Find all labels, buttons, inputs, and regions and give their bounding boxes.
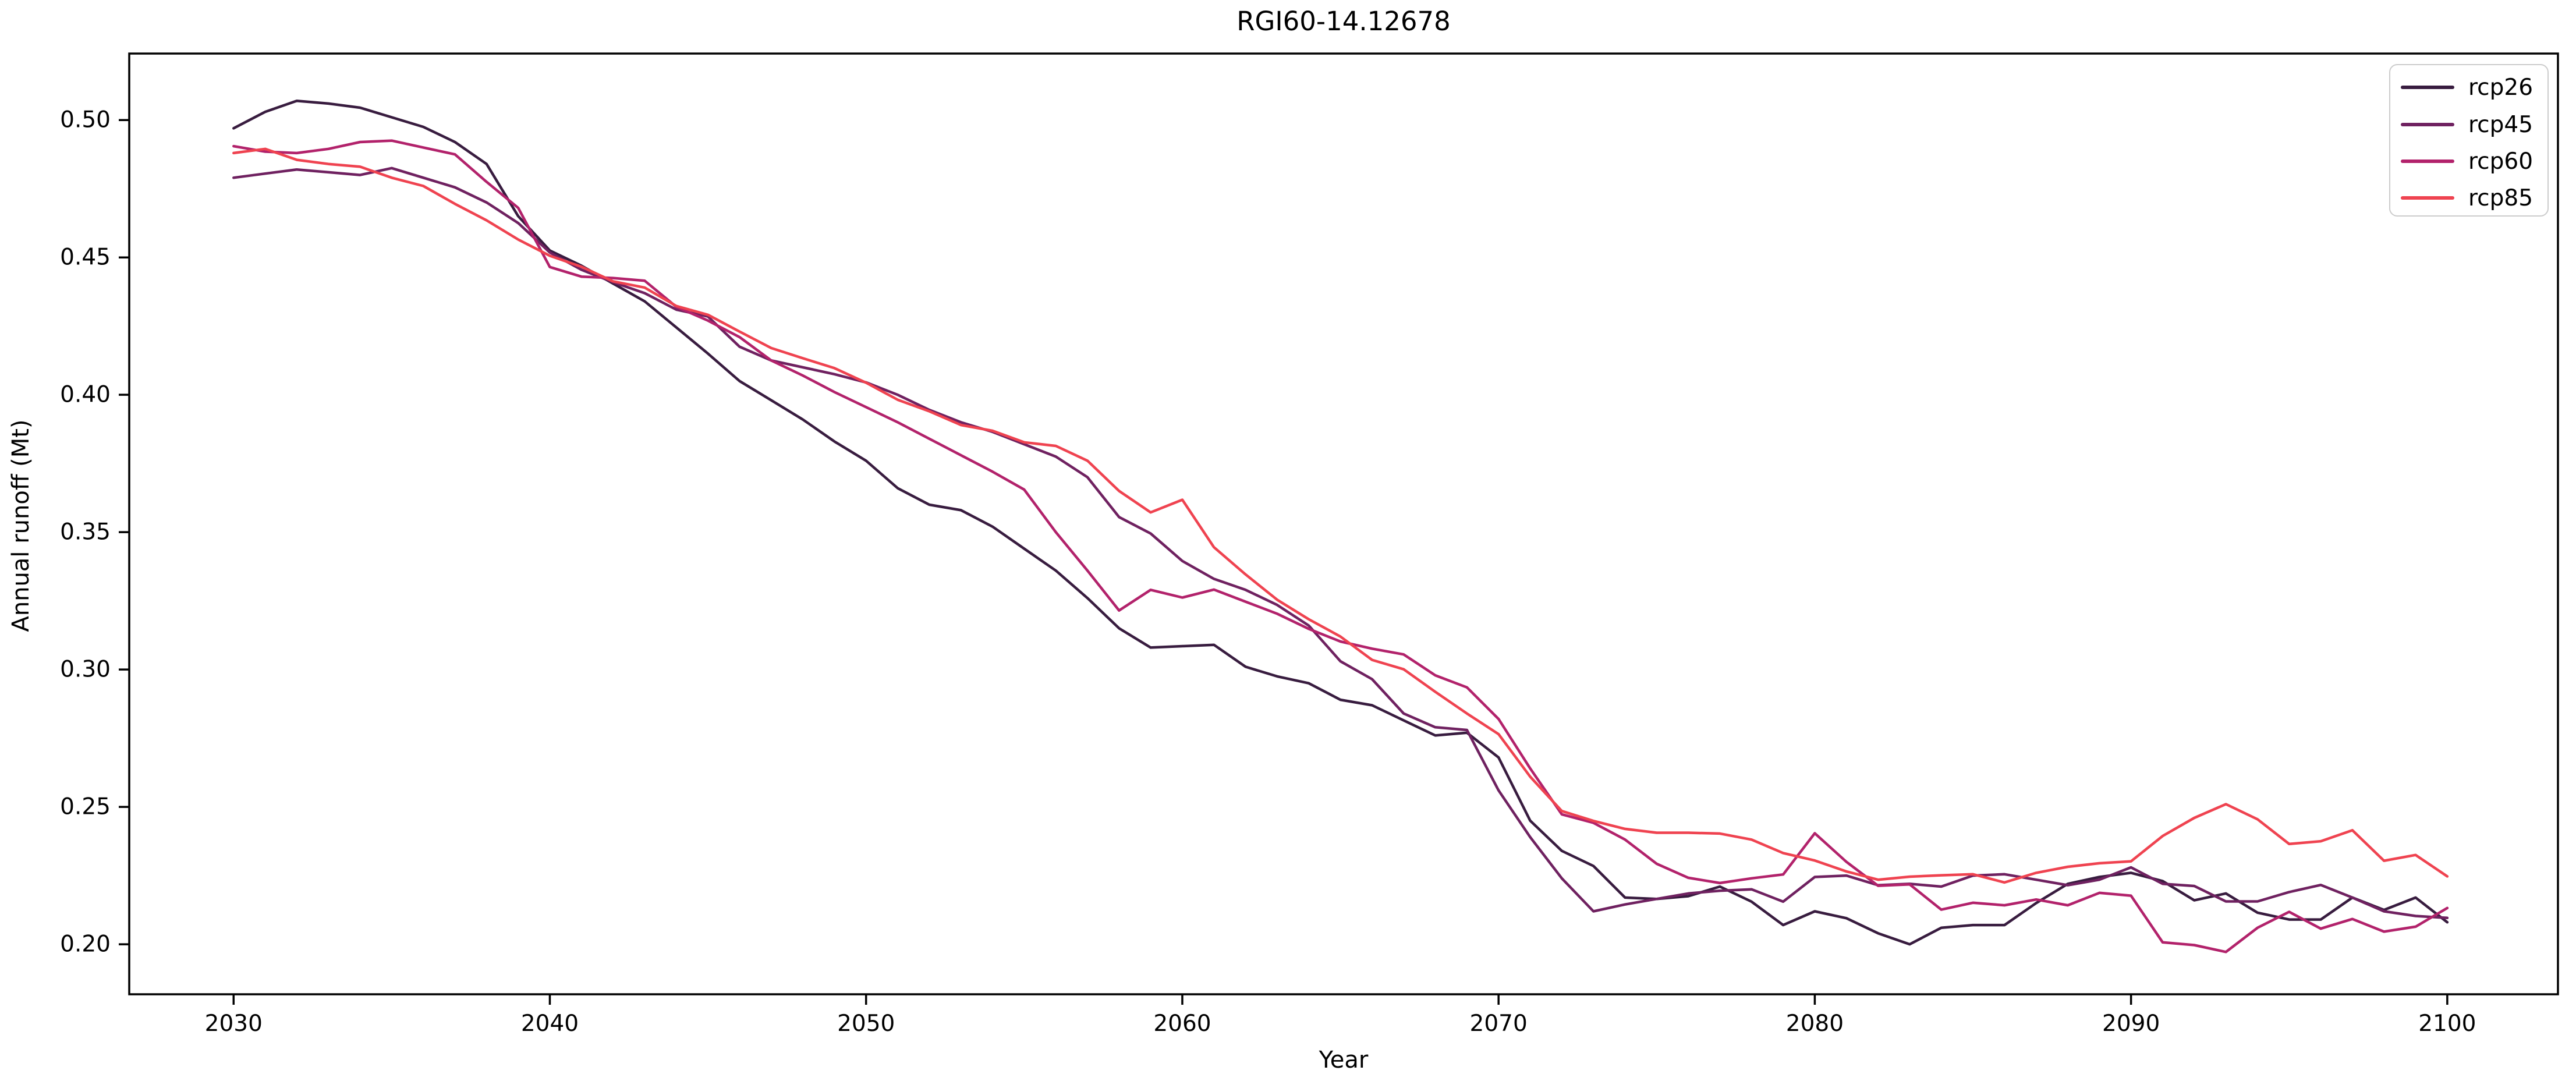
chart-title: RGI60-14.12678 xyxy=(1236,6,1451,37)
axes xyxy=(119,52,2559,1005)
y-tick-label: 0.50 xyxy=(60,107,111,133)
x-axis-label: Year xyxy=(1319,1047,1369,1073)
legend-line-sample-rcp60 xyxy=(2401,160,2454,163)
x-tick-label: 2040 xyxy=(520,1011,579,1037)
legend: rcp26 rcp45 rcp60 rcp85 xyxy=(2389,64,2549,217)
legend-item-rcp45: rcp45 xyxy=(2390,108,2547,141)
y-tick-label: 0.25 xyxy=(60,793,111,820)
legend-item-rcp60: rcp60 xyxy=(2390,145,2547,178)
line-rcp26 xyxy=(232,99,2449,946)
x-tick-label: 2070 xyxy=(1469,1011,1528,1037)
legend-item-rcp26: rcp26 xyxy=(2390,71,2547,104)
line-rcp85 xyxy=(232,147,2449,884)
x-tick-label: 2080 xyxy=(1785,1011,1844,1037)
y-tick-label: 0.30 xyxy=(60,656,111,683)
y-tick-label: 0.35 xyxy=(60,519,111,545)
legend-label-rcp60: rcp60 xyxy=(2468,148,2534,175)
axes-spines xyxy=(128,52,2559,995)
legend-line-sample-rcp45 xyxy=(2401,123,2454,126)
y-tick-label: 0.20 xyxy=(60,931,111,958)
x-tick-label: 2030 xyxy=(204,1011,263,1037)
data-lines xyxy=(232,99,2449,954)
line-rcp45 xyxy=(232,166,2449,920)
y-tick-label: 0.45 xyxy=(60,244,111,271)
legend-line-sample-rcp26 xyxy=(2401,86,2454,89)
legend-label-rcp85: rcp85 xyxy=(2468,185,2534,211)
x-tick-label: 2090 xyxy=(2102,1011,2160,1037)
legend-label-rcp45: rcp45 xyxy=(2468,111,2534,138)
legend-label-rcp26: rcp26 xyxy=(2468,74,2534,101)
x-tick-label: 2050 xyxy=(837,1011,895,1037)
y-tick-label: 0.40 xyxy=(60,381,111,408)
legend-line-sample-rcp85 xyxy=(2401,196,2454,200)
x-tick-label: 2100 xyxy=(2418,1011,2476,1037)
legend-item-rcp85: rcp85 xyxy=(2390,182,2547,214)
x-tick-label: 2060 xyxy=(1153,1011,1211,1037)
